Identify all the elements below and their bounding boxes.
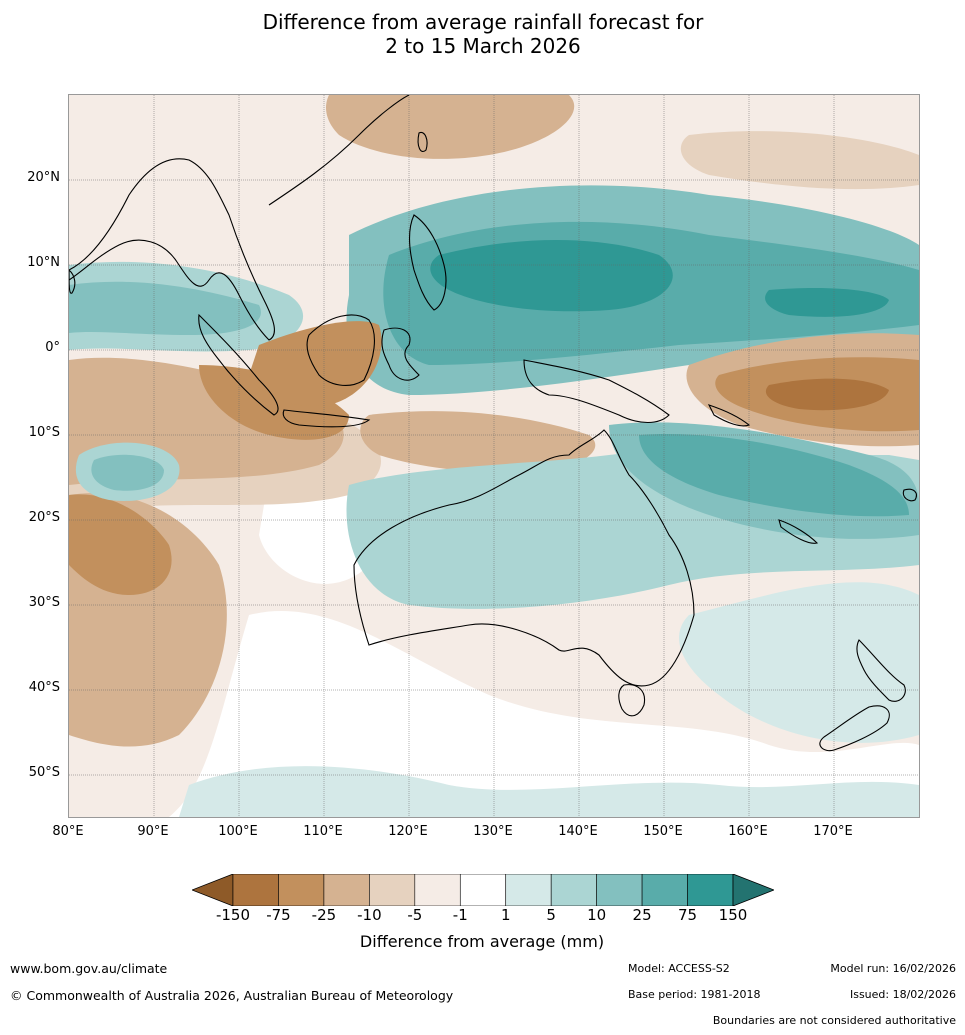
legend-tick-label: 150 <box>718 906 748 924</box>
coast-sulawesi <box>381 327 420 381</box>
anomaly-area-wet-coral-sea-core <box>639 434 909 517</box>
legend-tick-label: -1 <box>452 906 468 924</box>
coast-asia-mainland <box>69 158 275 341</box>
coast-java <box>282 409 371 428</box>
map-canvas <box>69 95 919 817</box>
latitude-label: 10°N <box>27 255 60 270</box>
coast-philippines <box>408 214 447 311</box>
model-run-text: Model run: 16/02/2026 <box>830 962 956 975</box>
longitude-label: 150°E <box>643 824 683 839</box>
anomaly-area-dry-north <box>680 131 919 190</box>
legend-tick-label: 1 <box>500 906 511 924</box>
website-link[interactable]: www.bom.gov.au/climate <box>10 961 168 976</box>
anomaly-area-wet-blob-core <box>91 454 164 491</box>
title-line-1: Difference from average rainfall forecas… <box>262 10 704 34</box>
legend-swatch <box>641 874 688 906</box>
longitude-label: 100°E <box>218 824 258 839</box>
longitude-label: 90°E <box>137 824 169 839</box>
longitude-label: 120°E <box>388 824 428 839</box>
legend-tick-label: -10 <box>357 906 382 924</box>
latitude-label: 40°S <box>28 680 60 695</box>
coast-china-east <box>268 95 410 206</box>
copyright-text: © Commonwealth of Australia 2026, Austra… <box>10 988 454 1003</box>
legend-tick-label: 10 <box>587 906 607 924</box>
latitude-label: 10°S <box>28 425 60 440</box>
anomaly-area-neutral <box>169 611 919 817</box>
base-period-text: Base period: 1981-2018 <box>628 988 761 1001</box>
legend-colorbar <box>192 874 774 906</box>
latitude-label: 30°S <box>28 595 60 610</box>
coast-solomon-islands <box>707 404 751 427</box>
coast-new-guinea <box>523 359 670 424</box>
coastlines <box>69 95 917 752</box>
anomaly-area-wet-pacific-peak <box>765 288 889 317</box>
coast-sumatra <box>198 313 279 416</box>
model-text: Model: ACCESS-S2 <box>628 962 730 975</box>
disclaimer-text: Boundaries are not considered authoritat… <box>712 1014 956 1027</box>
longitude-label: 80°E <box>52 824 84 839</box>
legend-swatch <box>414 874 461 906</box>
rainfall-anomaly-map <box>68 94 920 818</box>
graticule <box>69 95 919 817</box>
anomaly-area-dry-pacific-peak <box>765 378 889 411</box>
coast-taiwan <box>417 131 428 152</box>
longitude-label: 160°E <box>728 824 768 839</box>
coast-sri-lanka <box>69 269 76 294</box>
legend-swatch <box>550 874 597 906</box>
anomaly-area-wet-band-core <box>69 281 261 335</box>
coast-fiji <box>902 488 917 502</box>
longitude-label: 140°E <box>558 824 598 839</box>
legend-tick-label: -75 <box>266 906 291 924</box>
legend-tick-label: 5 <box>546 906 556 924</box>
latitude-label: 0° <box>45 340 60 355</box>
legend-swatch <box>369 874 416 906</box>
legend-tick-label: -5 <box>407 906 423 924</box>
anomaly-area-dry-strong <box>69 494 172 595</box>
legend-swatch <box>505 874 552 906</box>
longitude-label: 110°E <box>303 824 343 839</box>
legend-swatch <box>323 874 370 906</box>
anomaly-area-wet-slight <box>679 582 919 743</box>
anomaly-area-wet-pacific-peak <box>430 240 673 312</box>
latitude-label: 50°S <box>28 765 60 780</box>
anomaly-area-dry-north <box>326 95 575 159</box>
legend-swatch <box>459 874 507 906</box>
legend-extend-low <box>192 874 234 906</box>
legend-tick-label: 75 <box>677 906 698 924</box>
anomaly-area-dry-strong <box>199 365 349 440</box>
legend-tick-label: 25 <box>632 906 652 924</box>
title-line-2: 2 to 15 March 2026 <box>385 34 581 58</box>
legend-tick-label: -25 <box>311 906 337 924</box>
legend-extend-high <box>732 874 774 906</box>
legend-swatch <box>596 874 643 906</box>
longitude-label: 170°E <box>813 824 853 839</box>
anomaly-area-dry-timor <box>360 411 596 474</box>
map-title: Difference from average rainfall forecas… <box>0 10 965 58</box>
coast-tasmania <box>618 684 646 717</box>
anomaly-area-dry-indonesia <box>249 321 382 406</box>
coast-new-zealand-north <box>856 639 906 702</box>
legend-swatch <box>278 874 325 906</box>
latitude-label: 20°S <box>28 510 60 525</box>
coast-new-caledonia <box>778 519 819 544</box>
coast-new-zealand-south <box>819 705 890 752</box>
longitude-label: 130°E <box>473 824 513 839</box>
legend-swatch <box>687 874 734 906</box>
legend-swatch <box>232 874 279 906</box>
anomaly-area-wet-slight <box>179 766 919 817</box>
legend-tick-label: -150 <box>215 906 251 924</box>
coast-borneo <box>306 314 375 386</box>
latitude-label: 20°N <box>27 170 60 185</box>
issued-text: Issued: 18/02/2026 <box>849 988 956 1001</box>
coast-australia <box>353 429 695 687</box>
legend-title: Difference from average (mm) <box>359 932 605 951</box>
